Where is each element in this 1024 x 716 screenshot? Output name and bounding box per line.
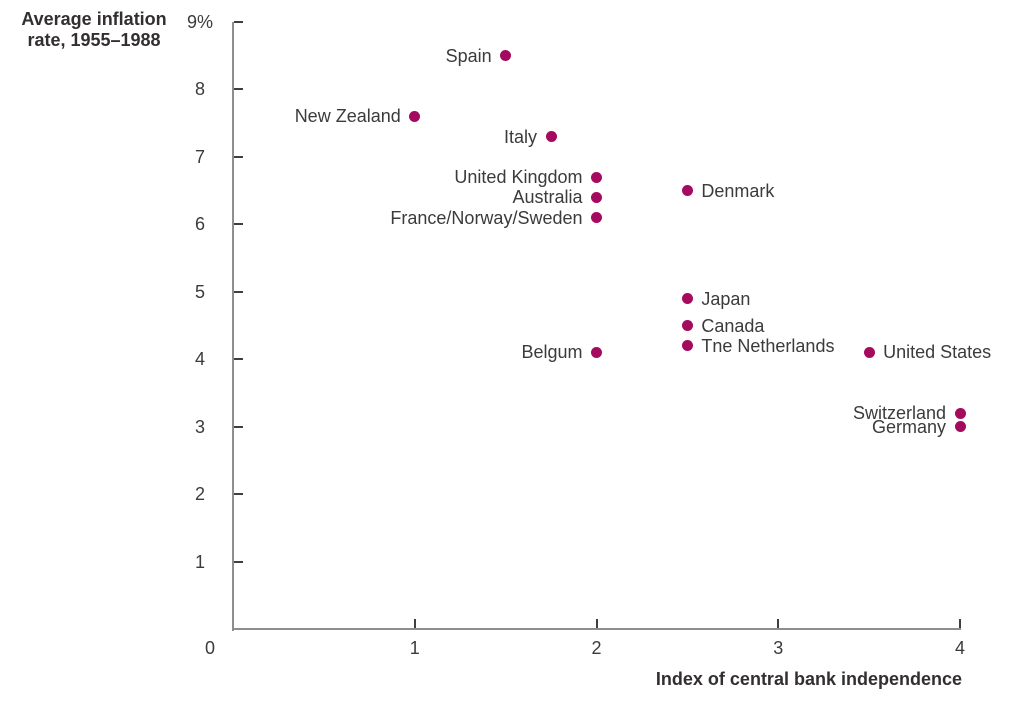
x-tick-label: 4 (954, 638, 965, 658)
x-tick-mark (777, 619, 780, 628)
origin-tick-label: 0 (204, 638, 215, 658)
data-point (681, 320, 693, 332)
y-tick-mark (234, 493, 243, 496)
data-point (591, 171, 602, 183)
data-point-label: Tne Netherlands (701, 335, 835, 356)
y-axis-title-line1: Average inflation (21, 9, 167, 29)
x-tick-label: 2 (591, 638, 602, 658)
data-point (545, 131, 557, 143)
data-point-label: United States (883, 342, 992, 363)
y-tick-label: 9% (186, 12, 213, 33)
y-tick-mark (234, 358, 243, 361)
x-axis-title: Index of central bank independence (655, 669, 962, 689)
y-tick-mark (234, 290, 243, 293)
y-tick-label: 1 (194, 551, 205, 572)
x-tick-label: 1 (409, 638, 420, 658)
data-point (863, 346, 875, 358)
data-point (681, 340, 693, 352)
data-point-label: Denmark (701, 180, 775, 201)
y-tick-label: 6 (194, 214, 205, 235)
data-point (681, 185, 693, 197)
data-point-label: Canada (701, 315, 765, 336)
x-tick-mark (959, 619, 961, 628)
x-tick-label: 3 (773, 638, 784, 658)
y-tick-mark (234, 223, 243, 226)
y-tick-label: 4 (194, 349, 205, 370)
data-point-label: Belgum (521, 342, 583, 363)
y-tick-mark (234, 21, 243, 24)
x-axis-line (232, 628, 961, 630)
y-tick-label: 2 (194, 484, 205, 505)
data-point (591, 346, 602, 358)
data-point (591, 191, 602, 203)
data-point-label: United Kingdom (454, 167, 583, 188)
y-axis-title-line2: rate, 1955–1988 (27, 30, 161, 50)
y-tick-label: 7 (194, 146, 205, 167)
y-tick-label: 5 (194, 281, 205, 302)
data-point (681, 293, 693, 305)
data-point-label: Italy (504, 126, 538, 147)
y-tick-mark (234, 88, 243, 91)
y-axis-line (232, 22, 234, 631)
data-point-label: Australia (512, 187, 583, 208)
data-point-label: Switzerland (852, 403, 946, 424)
data-point (409, 110, 421, 122)
y-tick-mark (234, 425, 243, 428)
data-point (954, 421, 966, 433)
x-tick-mark (413, 619, 416, 628)
y-axis-title: Average inflation rate, 1955–1988 (6, 9, 182, 51)
data-point-label: Spain (445, 45, 492, 66)
y-tick-mark (234, 155, 243, 158)
data-point-label: New Zealand (294, 106, 401, 127)
data-point-label: Germany (871, 416, 946, 437)
data-point-label: France/Norway/Sweden (390, 207, 583, 228)
y-tick-label: 8 (194, 79, 205, 100)
y-tick-label: 3 (194, 416, 205, 437)
data-point (591, 212, 602, 224)
x-tick-mark (595, 619, 598, 628)
data-point (500, 50, 512, 62)
data-point-label: Japan (701, 288, 751, 309)
y-tick-mark (234, 560, 243, 563)
data-point (954, 407, 966, 419)
